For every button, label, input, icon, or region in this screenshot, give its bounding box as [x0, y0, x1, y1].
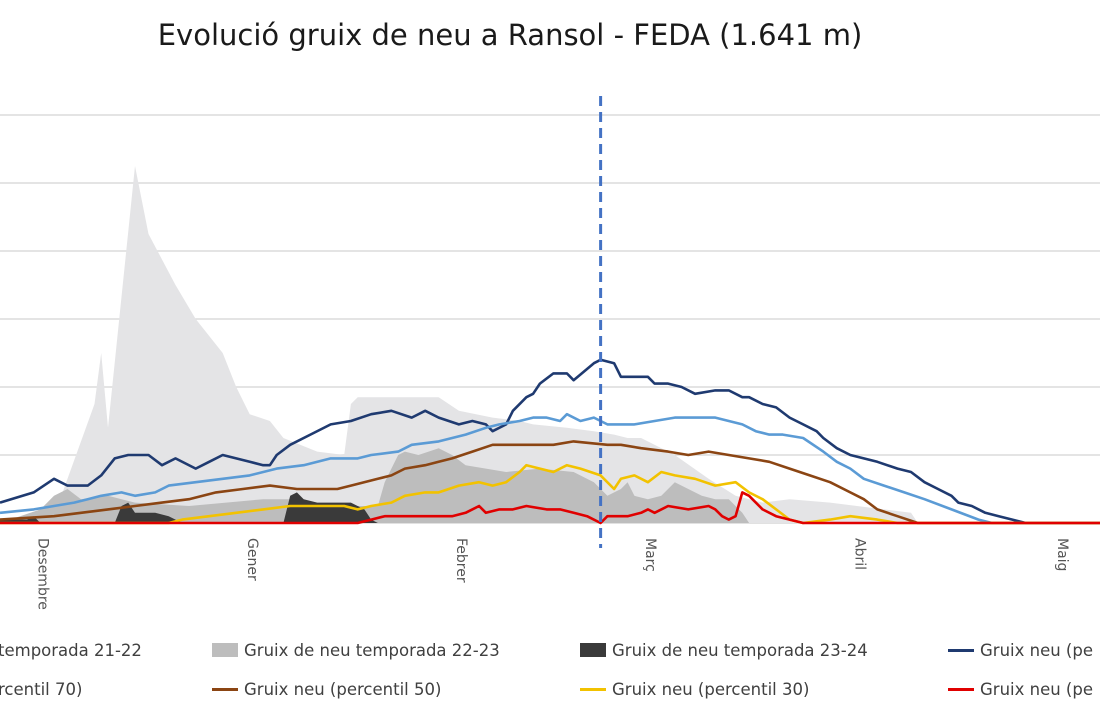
line-series-5 — [0, 440, 1100, 525]
x-tick-label: Desembre — [35, 538, 51, 610]
legend-item: Gruix neu (pe — [948, 638, 1093, 662]
legend-label: Gruix neu (percentil 30) — [612, 679, 810, 699]
x-tick-label: Abril — [851, 538, 867, 570]
x-tick-layer: Desembre Gener Febrer Març Abril Maig — [35, 538, 1070, 610]
line-series-7 — [0, 491, 1100, 525]
x-tick-label: Gener — [244, 538, 260, 581]
x-tick-label: Febrer — [453, 538, 469, 583]
legend-item: Gruix neu (percentil 50) — [212, 677, 441, 701]
legend-label: Gruix neu (pe — [980, 640, 1093, 660]
line-series-3 — [0, 358, 1100, 525]
legend-swatch — [580, 643, 606, 657]
legend-swatch — [948, 687, 974, 691]
legend-item: Gruix neu (percentil 30) — [580, 677, 809, 701]
legend-swatch — [212, 643, 238, 657]
legend-swatch — [580, 687, 606, 691]
legend-item: rcentil 70) — [0, 677, 82, 701]
legend-item: Gruix de neu temporada 22-23 — [212, 638, 500, 662]
legend-label: temporada 21-22 — [0, 640, 142, 660]
legend-swatch — [948, 648, 974, 652]
chart-title: Evolució gruix de neu a Ransol - FEDA (1… — [157, 18, 863, 52]
x-tick-label: Març — [642, 538, 658, 572]
area-layer — [0, 166, 1100, 523]
legend-item: Gruix neu (pe — [948, 677, 1093, 701]
legend-item: temporada 21-22 — [0, 638, 142, 662]
line-layer — [0, 358, 1100, 525]
area-series-1 — [0, 448, 1100, 523]
legend-label: rcentil 70) — [0, 679, 83, 699]
line-series-6 — [0, 463, 1100, 525]
legend-label: Gruix neu (pe — [980, 679, 1093, 699]
area-series-0 — [0, 166, 1100, 523]
x-tick-label: Maig — [1054, 538, 1070, 571]
line-series-4 — [0, 412, 1100, 525]
legend-label: Gruix neu (percentil 50) — [244, 679, 442, 699]
legend-label: Gruix de neu temporada 23-24 — [612, 640, 868, 660]
legend-swatch — [212, 687, 238, 691]
legend-label: Gruix de neu temporada 22-23 — [244, 640, 500, 660]
legend-item: Gruix de neu temporada 23-24 — [580, 638, 868, 662]
